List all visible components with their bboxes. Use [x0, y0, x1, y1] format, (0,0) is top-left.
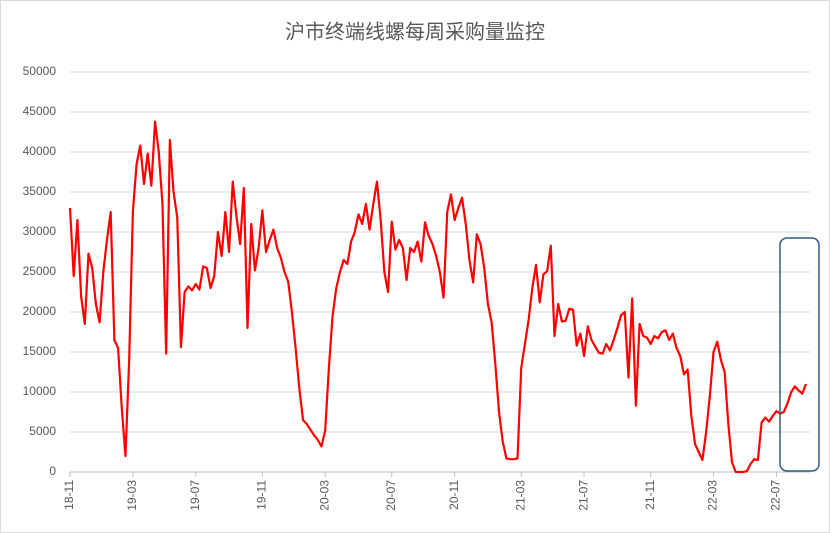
y-tick-label: 20000	[23, 304, 57, 318]
y-tick-label: 15000	[23, 344, 57, 358]
y-tick-label: 50000	[23, 64, 57, 78]
y-tick-label: 35000	[23, 184, 57, 198]
x-tick-label: 20-07	[384, 480, 398, 511]
x-tick-label: 18-11	[62, 480, 76, 510]
series-line	[68, 120, 808, 474]
x-tick-label: 21-11	[643, 480, 657, 510]
y-tick-label: 10000	[23, 384, 57, 398]
y-tick-label: 40000	[23, 144, 57, 158]
highlight-box	[779, 237, 820, 472]
x-tick-label: 22-07	[769, 480, 783, 511]
x-tick-label: 22-03	[706, 480, 720, 511]
chart-title: 沪市终端线螺每周采购量监控	[285, 20, 545, 43]
x-tick-label: 19-11	[254, 480, 268, 510]
x-tick-label: 19-03	[125, 480, 139, 511]
y-tick-label: 25000	[23, 264, 57, 278]
x-tick-label: 21-07	[576, 480, 590, 511]
x-tick-label: 19-07	[188, 480, 202, 511]
x-tick-label: 20-11	[447, 480, 461, 510]
y-tick-label: 45000	[23, 104, 57, 118]
y-tick-label: 5000	[29, 424, 56, 438]
x-tick-label: 20-03	[317, 480, 331, 511]
y-tick-label: 0	[49, 464, 56, 478]
y-tick-label: 30000	[23, 224, 57, 238]
x-tick-label: 21-03	[513, 480, 527, 511]
